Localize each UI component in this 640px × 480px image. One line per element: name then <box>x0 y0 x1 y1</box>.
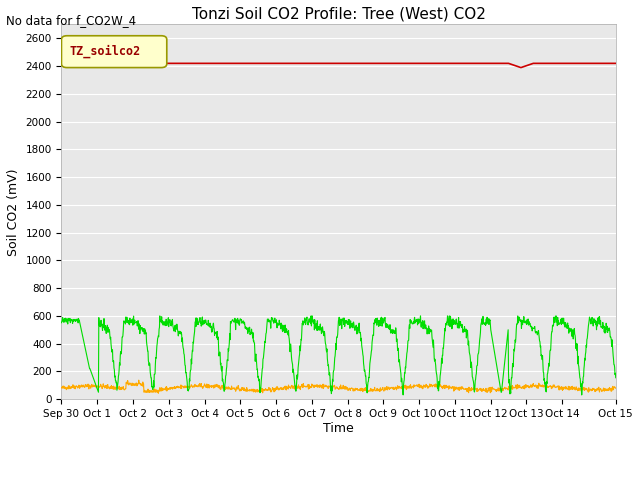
Title: Tonzi Soil CO2 Profile: Tree (West) CO2: Tonzi Soil CO2 Profile: Tree (West) CO2 <box>191 7 486 22</box>
Y-axis label: Soil CO2 (mV): Soil CO2 (mV) <box>7 168 20 255</box>
Text: TZ_soilco2: TZ_soilco2 <box>70 45 141 58</box>
Legend: -2cm, -4cm, -8cm: -2cm, -4cm, -8cm <box>205 475 472 480</box>
X-axis label: Time: Time <box>323 421 354 435</box>
Text: No data for f_CO2W_4: No data for f_CO2W_4 <box>6 14 136 27</box>
FancyBboxPatch shape <box>61 36 167 68</box>
